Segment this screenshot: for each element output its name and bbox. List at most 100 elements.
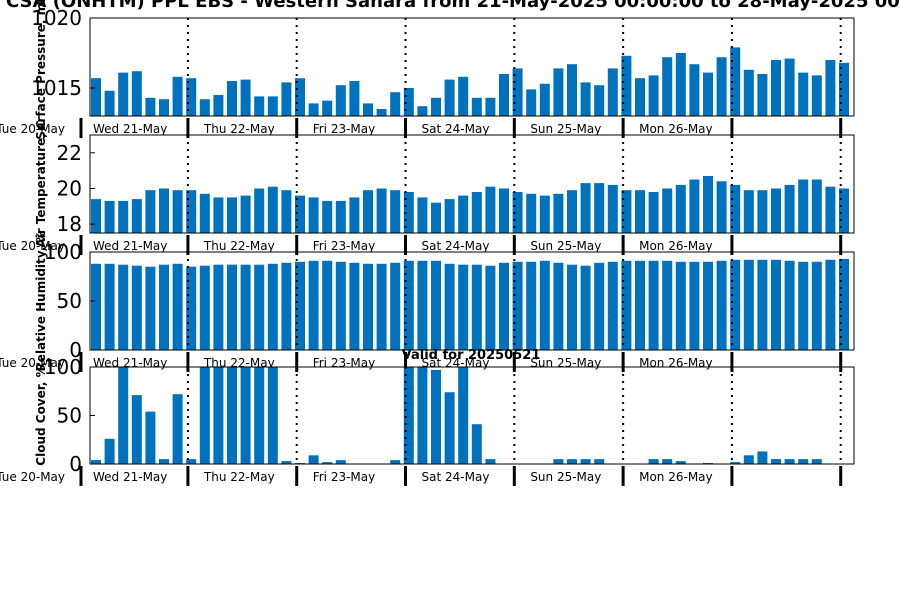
bar — [104, 200, 115, 233]
bar — [267, 96, 278, 116]
bar — [295, 261, 305, 350]
bar — [499, 74, 509, 116]
bar — [757, 190, 768, 233]
bar — [417, 197, 428, 233]
bar — [594, 262, 605, 350]
bar — [403, 88, 414, 116]
bar — [743, 455, 754, 464]
y-axis-label: Surface Pressure, mb — [34, 0, 48, 140]
bar — [567, 264, 577, 350]
day-label: Wed 21-May — [93, 239, 167, 253]
bar — [485, 97, 496, 116]
bar — [471, 192, 482, 233]
bar — [798, 261, 809, 350]
day-label: Mon 26-May — [639, 122, 713, 136]
bar — [784, 58, 795, 116]
bar — [553, 262, 564, 350]
bar — [839, 62, 849, 116]
bar — [784, 260, 795, 350]
bar — [363, 103, 373, 116]
bar — [240, 367, 251, 464]
bar — [417, 260, 428, 350]
y-tick-label: 100 — [44, 355, 82, 379]
bar — [159, 459, 169, 464]
bar — [512, 68, 523, 116]
bar — [186, 190, 197, 233]
bar — [91, 78, 101, 116]
bar — [172, 190, 183, 233]
bar — [703, 176, 713, 233]
bar — [349, 262, 360, 350]
bar — [390, 190, 401, 233]
bar — [621, 190, 632, 233]
bar — [444, 263, 455, 350]
x-first-label: Tue 20-May — [0, 122, 65, 136]
bar — [172, 76, 183, 116]
day-label: Mon 26-May — [639, 470, 713, 484]
bar — [308, 260, 319, 350]
bar — [757, 74, 768, 116]
bar — [743, 190, 754, 233]
day-label: Sat 24-May — [422, 239, 490, 253]
bar — [295, 195, 305, 233]
bar — [771, 188, 781, 233]
bar — [675, 461, 686, 464]
bar — [499, 188, 509, 233]
bar — [349, 81, 360, 116]
bar — [240, 195, 251, 233]
bar — [607, 261, 618, 350]
day-label: Fri 23-May — [313, 470, 376, 484]
bar — [811, 75, 822, 116]
y-tick-label: 0 — [69, 338, 82, 362]
bar — [131, 199, 142, 233]
bar — [553, 459, 564, 464]
bar — [281, 190, 292, 233]
bar — [349, 197, 360, 233]
bar — [743, 259, 754, 350]
day-label: Wed 21-May — [93, 122, 167, 136]
bar — [580, 265, 591, 350]
day-label: Fri 23-May — [313, 122, 376, 136]
bar — [757, 451, 768, 464]
bar — [648, 459, 659, 464]
day-label: Thu 22-May — [203, 239, 275, 253]
bar — [322, 462, 333, 464]
bar — [689, 64, 700, 116]
bar — [145, 411, 156, 464]
bar — [335, 85, 346, 116]
bar — [621, 260, 632, 350]
day-label: Sun 25-May — [530, 356, 601, 370]
valid-date-label: Valid for 20250521 — [402, 348, 541, 363]
day-label: Thu 22-May — [203, 470, 275, 484]
bar — [444, 79, 455, 116]
bar — [308, 197, 319, 233]
bar — [580, 183, 591, 233]
bar — [771, 459, 781, 464]
y-tick-label: 0 — [69, 452, 82, 476]
y-axis-label: Air Temperature, C — [34, 120, 48, 248]
day-label: Thu 22-May — [203, 122, 275, 136]
y-tick-label: 22 — [57, 141, 82, 165]
bar — [784, 459, 795, 464]
bar — [730, 462, 741, 464]
bar — [145, 266, 156, 350]
bar — [839, 258, 849, 350]
y-axis-label: Cloud Cover, % — [34, 365, 48, 465]
bar — [322, 100, 333, 116]
x-first-label: Tue 20-May — [0, 356, 65, 370]
bar — [444, 199, 455, 233]
bar — [254, 367, 265, 464]
bar — [172, 394, 183, 464]
bar — [159, 264, 169, 350]
bar — [662, 57, 673, 116]
bar — [825, 186, 836, 233]
bar — [553, 68, 564, 116]
bar — [607, 184, 618, 233]
bar — [91, 199, 101, 233]
bar — [635, 78, 645, 116]
bar — [716, 57, 727, 116]
bar — [757, 259, 768, 350]
day-label: Mon 26-May — [639, 356, 713, 370]
